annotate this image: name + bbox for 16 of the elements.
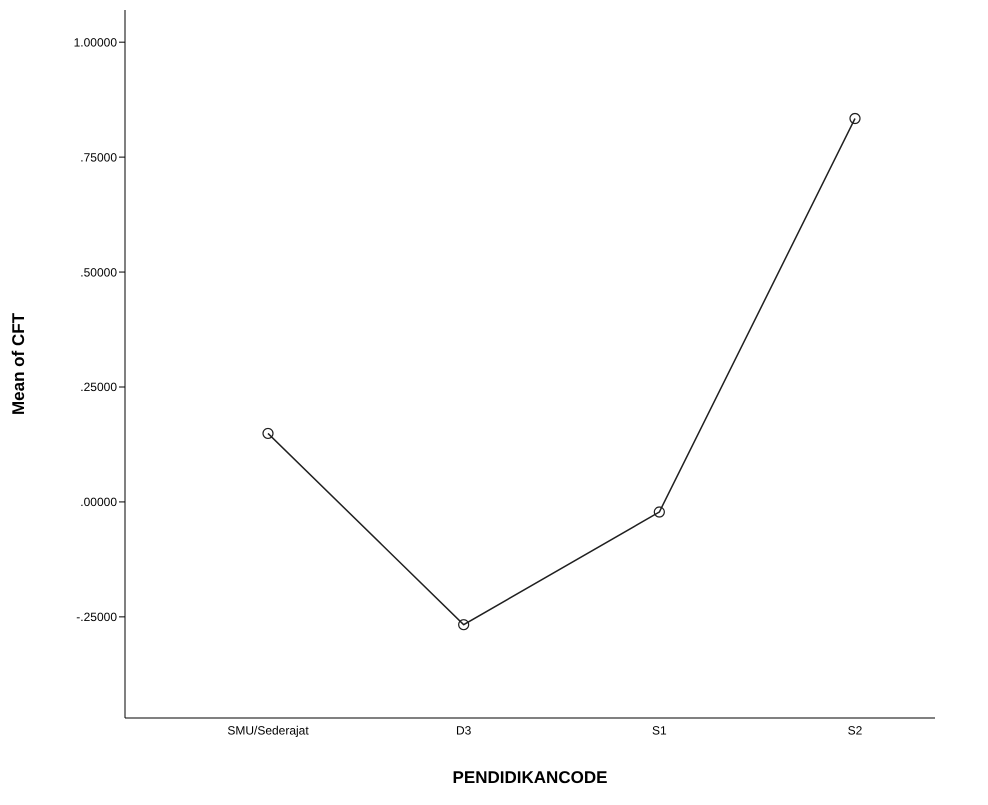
y-tick-label: .75000 [80, 150, 118, 164]
y-tick-label: .00000 [80, 495, 118, 510]
y-tick-label: -.25000 [76, 610, 118, 624]
point [458, 619, 470, 630]
point [262, 428, 274, 440]
x-tick-label: S2 [848, 724, 863, 738]
y-tick-label: 1.00000 [74, 35, 118, 50]
point [654, 506, 665, 518]
x-tick-label: SMU/Sederajat [227, 724, 310, 738]
y-axis-title: Mean of CFT [9, 312, 28, 415]
y-tick-label: .50000 [80, 265, 118, 280]
point [849, 112, 861, 124]
y-tick-label: .25000 [80, 380, 118, 394]
x-tick-label: S1 [652, 724, 667, 738]
x-axis-title: PENDIDIKANCODE [452, 768, 608, 787]
x-tick-label: D3 [456, 724, 472, 738]
